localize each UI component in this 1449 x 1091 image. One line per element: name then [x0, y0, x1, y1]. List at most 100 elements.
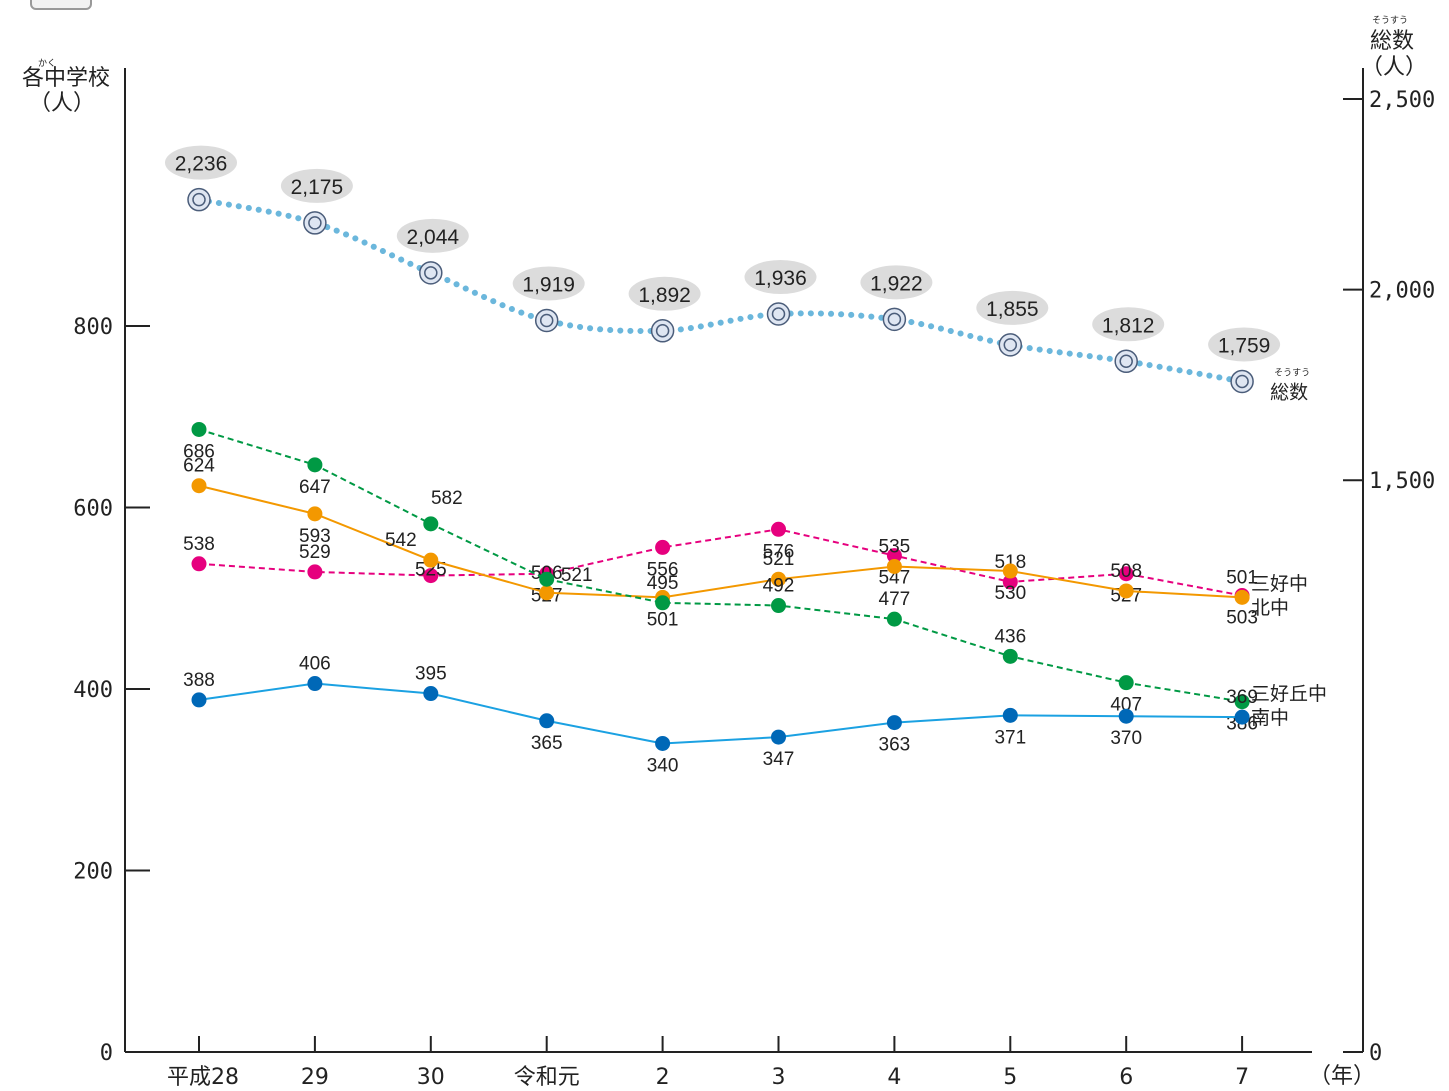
series-data-label: 576 — [763, 541, 795, 562]
x-category-label: 6 — [1119, 1065, 1133, 1090]
series-data-point — [771, 521, 786, 537]
total-label-bubble — [628, 276, 701, 311]
right-tick-label: 0 — [1369, 1041, 1382, 1066]
total-data-label: 2,236 — [175, 153, 228, 176]
total-data-label: 1,892 — [638, 284, 691, 307]
series-data-label: 477 — [879, 589, 911, 610]
total-series-name: 総数 — [1270, 381, 1308, 403]
series-line — [198, 682, 1243, 745]
left-axis-unit: （人） — [29, 91, 95, 116]
series-data-point — [1234, 589, 1250, 605]
series-data-label: 371 — [994, 727, 1026, 748]
total-data-label: 1,936 — [754, 267, 807, 290]
corner-tab — [30, 0, 92, 10]
x-category-labels: 平成28 29 30 令和元 2 3 4 5 6 7 — [167, 1036, 1249, 1090]
total-data-label: 1,919 — [522, 273, 575, 296]
series-data-point — [191, 421, 207, 437]
series-name: 三好中 — [1251, 573, 1308, 595]
series-data-point — [886, 611, 902, 627]
x-axis-unit: （年） — [1309, 1064, 1375, 1089]
right-tick-label: 2,500 — [1369, 88, 1435, 113]
total-series-name-ruby: そうすう — [1274, 367, 1310, 378]
series-data-point — [1118, 566, 1134, 582]
series-data-point — [423, 686, 439, 702]
series-data-point — [307, 564, 323, 580]
total-label-bubble — [396, 218, 469, 253]
series-data-point — [191, 556, 207, 572]
series-data-point — [423, 552, 439, 568]
total-data-label: 1,812 — [1102, 314, 1155, 337]
series-line — [198, 428, 1243, 703]
right-axis-unit: （人） — [1361, 55, 1427, 80]
x-category-label: 2 — [656, 1065, 670, 1090]
series-data-label: 535 — [879, 536, 911, 557]
series-data-label: 556 — [647, 559, 679, 580]
x-category-label: 5 — [1003, 1065, 1017, 1090]
series-data-label: 395 — [415, 664, 447, 685]
series-data-point — [1118, 708, 1134, 724]
left-tick-label: 600 — [73, 497, 113, 522]
series-data-point — [1234, 709, 1250, 725]
series-data-label: 407 — [1110, 695, 1142, 716]
series-data-point — [1118, 583, 1134, 599]
series-data-point — [886, 548, 902, 564]
series-data-point — [191, 478, 207, 494]
series-data-label: 529 — [299, 542, 331, 563]
series-data-label: 503 — [1226, 608, 1258, 629]
left-tick-label: 800 — [73, 315, 113, 340]
series-data-label: 624 — [183, 456, 215, 477]
series-data-label: 369 — [1226, 687, 1258, 708]
series-data-point — [1002, 574, 1018, 590]
x-category-label: 29 — [301, 1065, 329, 1090]
total-data-point-inner — [192, 192, 206, 207]
left-axis-title-ruby: かく — [38, 58, 56, 69]
right-tick-label: 2,000 — [1369, 279, 1435, 304]
series-data-point — [539, 585, 555, 601]
total-data-point-inner — [771, 307, 786, 321]
series-data-point — [771, 571, 786, 587]
series-data-point — [771, 598, 786, 614]
series-data-label: 340 — [647, 755, 679, 776]
series-name: 北中 — [1251, 597, 1289, 619]
total-data-point-inner — [1235, 374, 1249, 389]
school-series: 538529525527556576547518527503三好中6245935… — [183, 421, 1327, 776]
series-data-point — [1002, 707, 1018, 723]
series-data-point — [307, 676, 323, 692]
x-category-label: 平成28 — [167, 1065, 239, 1090]
series-data-label: 501 — [647, 609, 679, 630]
total-data-point-inner — [655, 324, 670, 338]
series-data-point — [1234, 694, 1250, 710]
series-data-point — [307, 457, 323, 473]
series-data-label: 363 — [879, 735, 911, 756]
series-data-point — [655, 735, 671, 751]
series-data-label: 436 — [994, 626, 1026, 647]
x-category-label: 令和元 — [514, 1065, 580, 1090]
total-series-line — [196, 196, 1246, 385]
series-data-point — [1118, 675, 1134, 691]
series-data-point — [307, 506, 323, 522]
series-data-point — [191, 692, 207, 708]
axes: かく 各中学校 （人） そうすう 総数 （人） （年） — [22, 15, 1427, 1089]
series-line — [198, 484, 1243, 599]
series-line — [198, 528, 1243, 597]
series-data-label: 521 — [561, 565, 593, 586]
total-data-label: 1,922 — [870, 272, 923, 295]
series-name: 三好丘中 — [1251, 683, 1327, 705]
series-data-label: 388 — [183, 670, 215, 691]
total-data-point-inner — [887, 312, 902, 327]
series-data-label: 518 — [994, 552, 1026, 573]
series-data-point — [886, 558, 902, 574]
total-data-label: 2,175 — [291, 176, 344, 199]
series-data-point — [539, 713, 555, 729]
total-label-bubble — [976, 290, 1049, 325]
series-data-label: 542 — [385, 530, 417, 551]
total-data-point-inner — [1119, 354, 1133, 369]
total-label-bubble — [1092, 307, 1165, 342]
total-label-bubble — [860, 265, 933, 300]
series-data-label: 365 — [531, 733, 563, 754]
series-name: 南中 — [1251, 707, 1289, 729]
series-data-point — [655, 595, 671, 611]
series-data-label: 582 — [431, 488, 463, 509]
series-data-label: 647 — [299, 477, 331, 498]
